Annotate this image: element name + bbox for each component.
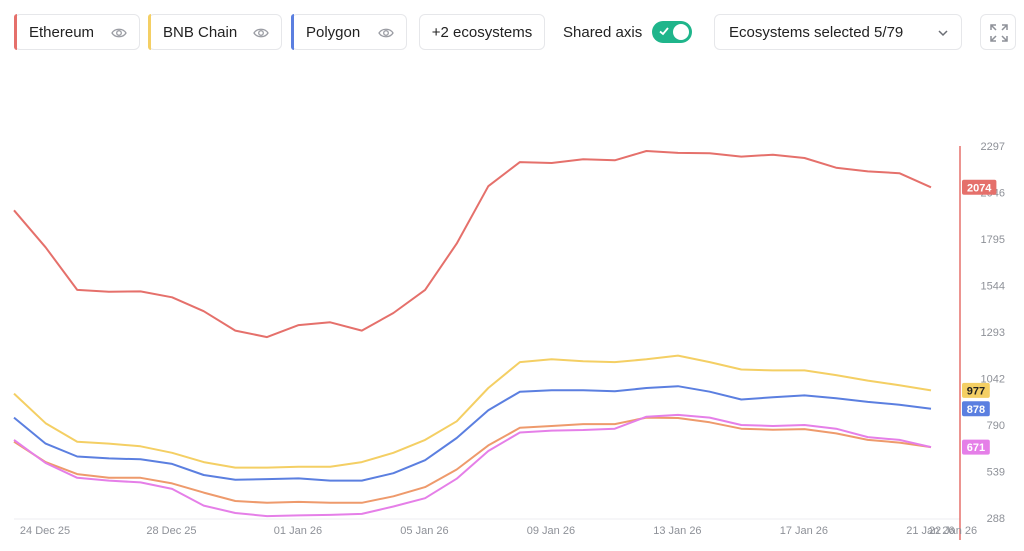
legend-label: BNB Chain [163, 23, 238, 41]
eye-icon[interactable] [111, 25, 127, 41]
legend-chip-bnb-chain[interactable]: BNB Chain [148, 14, 282, 50]
series-line [13, 354, 932, 469]
last-value-tag [962, 179, 997, 195]
last-value-tag [962, 439, 990, 455]
ecosystems-select-value: Ecosystems selected 5/79 [729, 23, 904, 41]
shared-axis-toggle[interactable] [652, 21, 693, 43]
y-tick-label: 539 [987, 467, 1005, 479]
toggle-knob [673, 24, 690, 40]
shared-axis-control[interactable]: Shared axis [563, 14, 693, 50]
legend-label: Ethereum [29, 23, 95, 41]
last-value-label: 671 [967, 442, 985, 454]
chevron-down-icon [938, 30, 948, 37]
ecosystems-select[interactable]: Ecosystems selected 5/79 [714, 14, 962, 50]
y-tick-label: 1042 [981, 373, 1005, 385]
series-color-bar [14, 14, 17, 50]
series-line [13, 416, 932, 504]
series-line [13, 385, 932, 482]
legend-chip-ethereum[interactable]: Ethereum [14, 14, 140, 50]
y-tick-label: 2297 [981, 141, 1005, 153]
x-tick-label: 09 Jan 26 [527, 525, 575, 537]
series-line [13, 413, 932, 518]
more-ecosystems-button[interactable]: +2 ecosystems [419, 14, 545, 50]
fullscreen-button[interactable] [980, 14, 1016, 50]
y-tick-label: 1544 [981, 280, 1005, 292]
more-ecosystems-label: +2 ecosystems [431, 23, 533, 41]
x-tick-label: 17 Jan 26 [780, 525, 828, 537]
last-value-label: 2074 [967, 182, 992, 194]
x-tick-label: 13 Jan 26 [653, 525, 701, 537]
series-color-bar [148, 14, 151, 50]
x-tick-label: 22 Jan 26 [929, 525, 977, 537]
eye-icon[interactable] [253, 25, 269, 41]
last-value-label: 977 [967, 385, 985, 397]
legend-label: Polygon [306, 23, 361, 41]
y-tick-label: 1293 [981, 327, 1005, 339]
legend-chip-polygon[interactable]: Polygon [291, 14, 407, 50]
last-value-label: 878 [967, 404, 985, 416]
check-icon [659, 27, 669, 36]
series-line [13, 150, 932, 339]
x-tick-label: 01 Jan 26 [274, 525, 322, 537]
y-tick-label: 790 [987, 420, 1005, 432]
last-value-tag [962, 382, 990, 398]
series-color-bar [291, 14, 294, 50]
eye-icon[interactable] [378, 25, 394, 41]
shared-axis-label: Shared axis [563, 23, 643, 41]
y-tick-label: 1795 [981, 234, 1005, 246]
last-value-tag [962, 401, 990, 417]
x-tick-label: 05 Jan 26 [400, 525, 448, 537]
x-tick-label: 28 Dec 25 [146, 525, 196, 537]
x-tick-label: 24 Dec 25 [20, 525, 70, 537]
x-tick-label: 21 Jan 26 [906, 525, 954, 537]
expand-icon [990, 24, 1008, 42]
y-tick-label: 288 [987, 513, 1005, 525]
